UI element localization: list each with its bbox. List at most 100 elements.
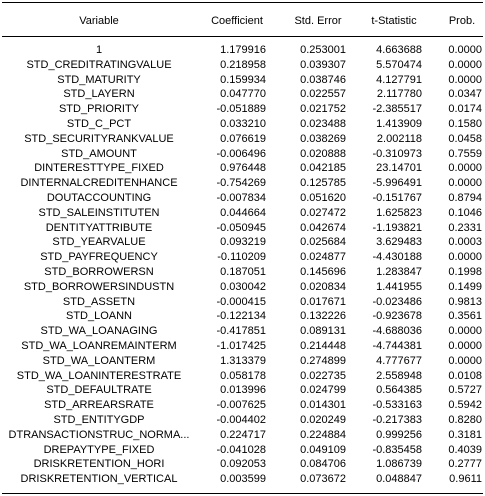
cell-variable: STD_AMOUNT — [61, 147, 137, 160]
cell-coefficient: -0.417851 — [216, 325, 266, 338]
cell-coefficient: 0.047770 — [220, 88, 266, 101]
cell-prob: 0.0174 — [448, 103, 482, 116]
cell-prob: 0.0000 — [448, 44, 482, 56]
cell-variable: DRISKRETENTION_HORI — [33, 458, 165, 471]
cell-prob: 0.1046 — [448, 206, 482, 219]
cell-std-error: 0.253001 — [300, 44, 346, 56]
cell-variable: STD_PRIORITY — [58, 103, 140, 116]
cell-t-statistic: -0.217383 — [372, 413, 422, 426]
cell-t-statistic: -0.151767 — [372, 191, 422, 204]
cell-variable: STD_WA_LOANTERM — [42, 354, 156, 367]
cell-t-statistic: -0.533163 — [372, 399, 422, 412]
cell-prob: 0.0000 — [448, 58, 482, 71]
header-prob: Prob. — [448, 15, 476, 27]
table-row: STD_WA_LOANREMAINTERM -1.017425 0.214448 -4… — [0, 339, 485, 354]
cell-t-statistic: 1.625823 — [376, 206, 422, 219]
cell-prob: 0.0000 — [448, 251, 482, 264]
cell-variable: STD_WA_LOANAGING — [40, 325, 158, 338]
cell-prob: 0.2331 — [448, 221, 482, 234]
cell-t-statistic: 0.048847 — [376, 473, 422, 486]
cell-prob: 0.1580 — [448, 117, 482, 130]
cell-std-error: 0.021752 — [300, 103, 346, 116]
cell-variable: STD_LAYERN — [63, 88, 135, 101]
cell-variable: STD_ENTITYGDP — [53, 413, 145, 426]
cell-prob: 0.5727 — [448, 384, 482, 397]
table-row: STD_LAYERN 0.047770 0.022557 2.117780 0.0347 — [0, 87, 485, 102]
cell-coefficient: 0.044664 — [220, 206, 266, 219]
cell-variable: STD_WA_LOANINTERESTRATE — [16, 369, 182, 382]
table-row: STD_WA_LOANTERM 1.313379 0.274899 4.777677 0… — [0, 354, 485, 369]
table-row: DINTERESTTYPE_FIXED 0.976448 0.042185 23.14… — [0, 161, 485, 176]
cell-t-statistic: 4.127791 — [376, 73, 422, 86]
cell-std-error: 0.039307 — [300, 58, 346, 71]
cell-variable: STD_DEFAULTRATE — [46, 384, 152, 397]
cell-prob: 0.2777 — [448, 458, 482, 471]
cell-prob: 0.9611 — [449, 473, 482, 486]
cell-std-error: 0.051620 — [300, 191, 346, 204]
bottom-rule — [2, 493, 483, 494]
cell-prob: 0.3561 — [448, 310, 482, 323]
cell-prob: 0.8280 — [448, 413, 482, 426]
cell-prob: 0.0347 — [448, 88, 482, 101]
header-std-error: Std. Error — [294, 15, 342, 27]
cell-t-statistic: 1.441955 — [376, 280, 422, 293]
cell-std-error: 0.027472 — [300, 206, 346, 219]
cell-t-statistic: -0.835458 — [372, 443, 422, 456]
table-row: STD_ASSETN -0.000415 0.017671 -0.023486 0.98… — [0, 295, 485, 310]
cell-t-statistic: 0.564385 — [376, 384, 422, 397]
cell-prob: 0.7559 — [448, 147, 482, 160]
cell-variable: STD_YEARVALUE — [52, 236, 146, 249]
cell-std-error: 0.125785 — [300, 177, 346, 190]
cell-prob: 0.3181 — [448, 428, 482, 441]
cell-prob: 0.0003 — [448, 236, 482, 249]
table-row: STD_SECURITYRANKVALUE 0.076619 0.038269 2.0… — [0, 132, 485, 147]
table-row: 1 1.179916 0.253001 4.663688 0.0000 — [0, 43, 485, 58]
cell-coefficient: 0.976448 — [220, 162, 266, 175]
cell-t-statistic: -0.923678 — [372, 310, 422, 323]
cell-coefficient: 0.058178 — [220, 369, 266, 382]
cell-coefficient: 0.013996 — [220, 384, 266, 397]
cell-std-error: 0.020888 — [300, 147, 346, 160]
cell-std-error: 0.025684 — [300, 236, 346, 249]
cell-t-statistic: 2.002118 — [376, 132, 422, 145]
cell-variable: STD_BORROWERSINDUSTN — [23, 280, 175, 293]
cell-variable: DTRANSACTIONSTRUC_NORMA... — [8, 428, 190, 441]
table-row: DINTERNALCREDITENHANCE -0.754269 0.125785 -… — [0, 176, 485, 191]
cell-std-error: 0.022557 — [300, 88, 346, 101]
table-row: STD_ARREARSRATE -0.007625 0.014301 -0.53316… — [0, 398, 485, 413]
cell-t-statistic: -4.688036 — [372, 325, 422, 338]
cell-variable: STD_SECURITYRANKVALUE — [24, 132, 174, 145]
cell-variable: STD_ASSETN — [62, 295, 136, 308]
cell-variable: DREPAYTYPE_FIXED — [43, 443, 155, 456]
table-body: 1 1.179916 0.253001 4.663688 0.0000 STD_CREDI… — [0, 43, 485, 487]
table-row: STD_CREDITRATINGVALUE 0.218958 0.039307 5.5… — [0, 58, 485, 73]
cell-variable: STD_PAYFREQUENCY — [40, 251, 158, 264]
table-row: STD_MATURITY 0.159934 0.038746 4.127791 0.00… — [0, 73, 485, 88]
table-row: DRISKRETENTION_HORI 0.092053 0.084706 1.086… — [0, 457, 485, 472]
cell-prob: 0.0000 — [448, 73, 482, 86]
table-header: Variable Coefficient Std. Error t-Statis… — [0, 13, 485, 29]
table-row: DENTITYATTRIBUTE -0.050945 0.042674 -1.1938… — [0, 221, 485, 236]
cell-variable: STD_WA_LOANREMAINTERM — [21, 339, 177, 352]
cell-std-error: 0.017671 — [300, 295, 346, 308]
cell-variable: DRISKRETENTION_VERTICAL — [20, 473, 178, 486]
cell-std-error: 0.024799 — [300, 384, 346, 397]
cell-coefficient: 0.003599 — [220, 473, 266, 486]
cell-coefficient: -0.007625 — [216, 399, 266, 412]
cell-t-statistic: 4.777677 — [376, 354, 422, 367]
cell-prob: 0.4039 — [448, 443, 482, 456]
cell-std-error: 0.023488 — [300, 117, 346, 130]
header-variable: Variable — [79, 15, 119, 27]
cell-t-statistic: 1.283847 — [376, 265, 422, 278]
cell-std-error: 0.145696 — [300, 265, 346, 278]
table-row: STD_AMOUNT -0.006496 0.020888 -0.310973 0.75… — [0, 147, 485, 162]
table-row: STD_WA_LOANAGING -0.417851 0.089131 -4.6880… — [0, 324, 485, 339]
cell-std-error: 0.038269 — [300, 132, 346, 145]
cell-variable: DENTITYATTRIBUTE — [45, 221, 153, 234]
cell-std-error: 0.038746 — [300, 73, 346, 86]
cell-std-error: 0.020249 — [300, 413, 346, 426]
table-row: STD_BORROWERSINDUSTN 0.030042 0.020834 1.44… — [0, 280, 485, 295]
cell-coefficient: -0.754269 — [216, 177, 266, 190]
cell-prob: 0.8794 — [448, 191, 482, 204]
